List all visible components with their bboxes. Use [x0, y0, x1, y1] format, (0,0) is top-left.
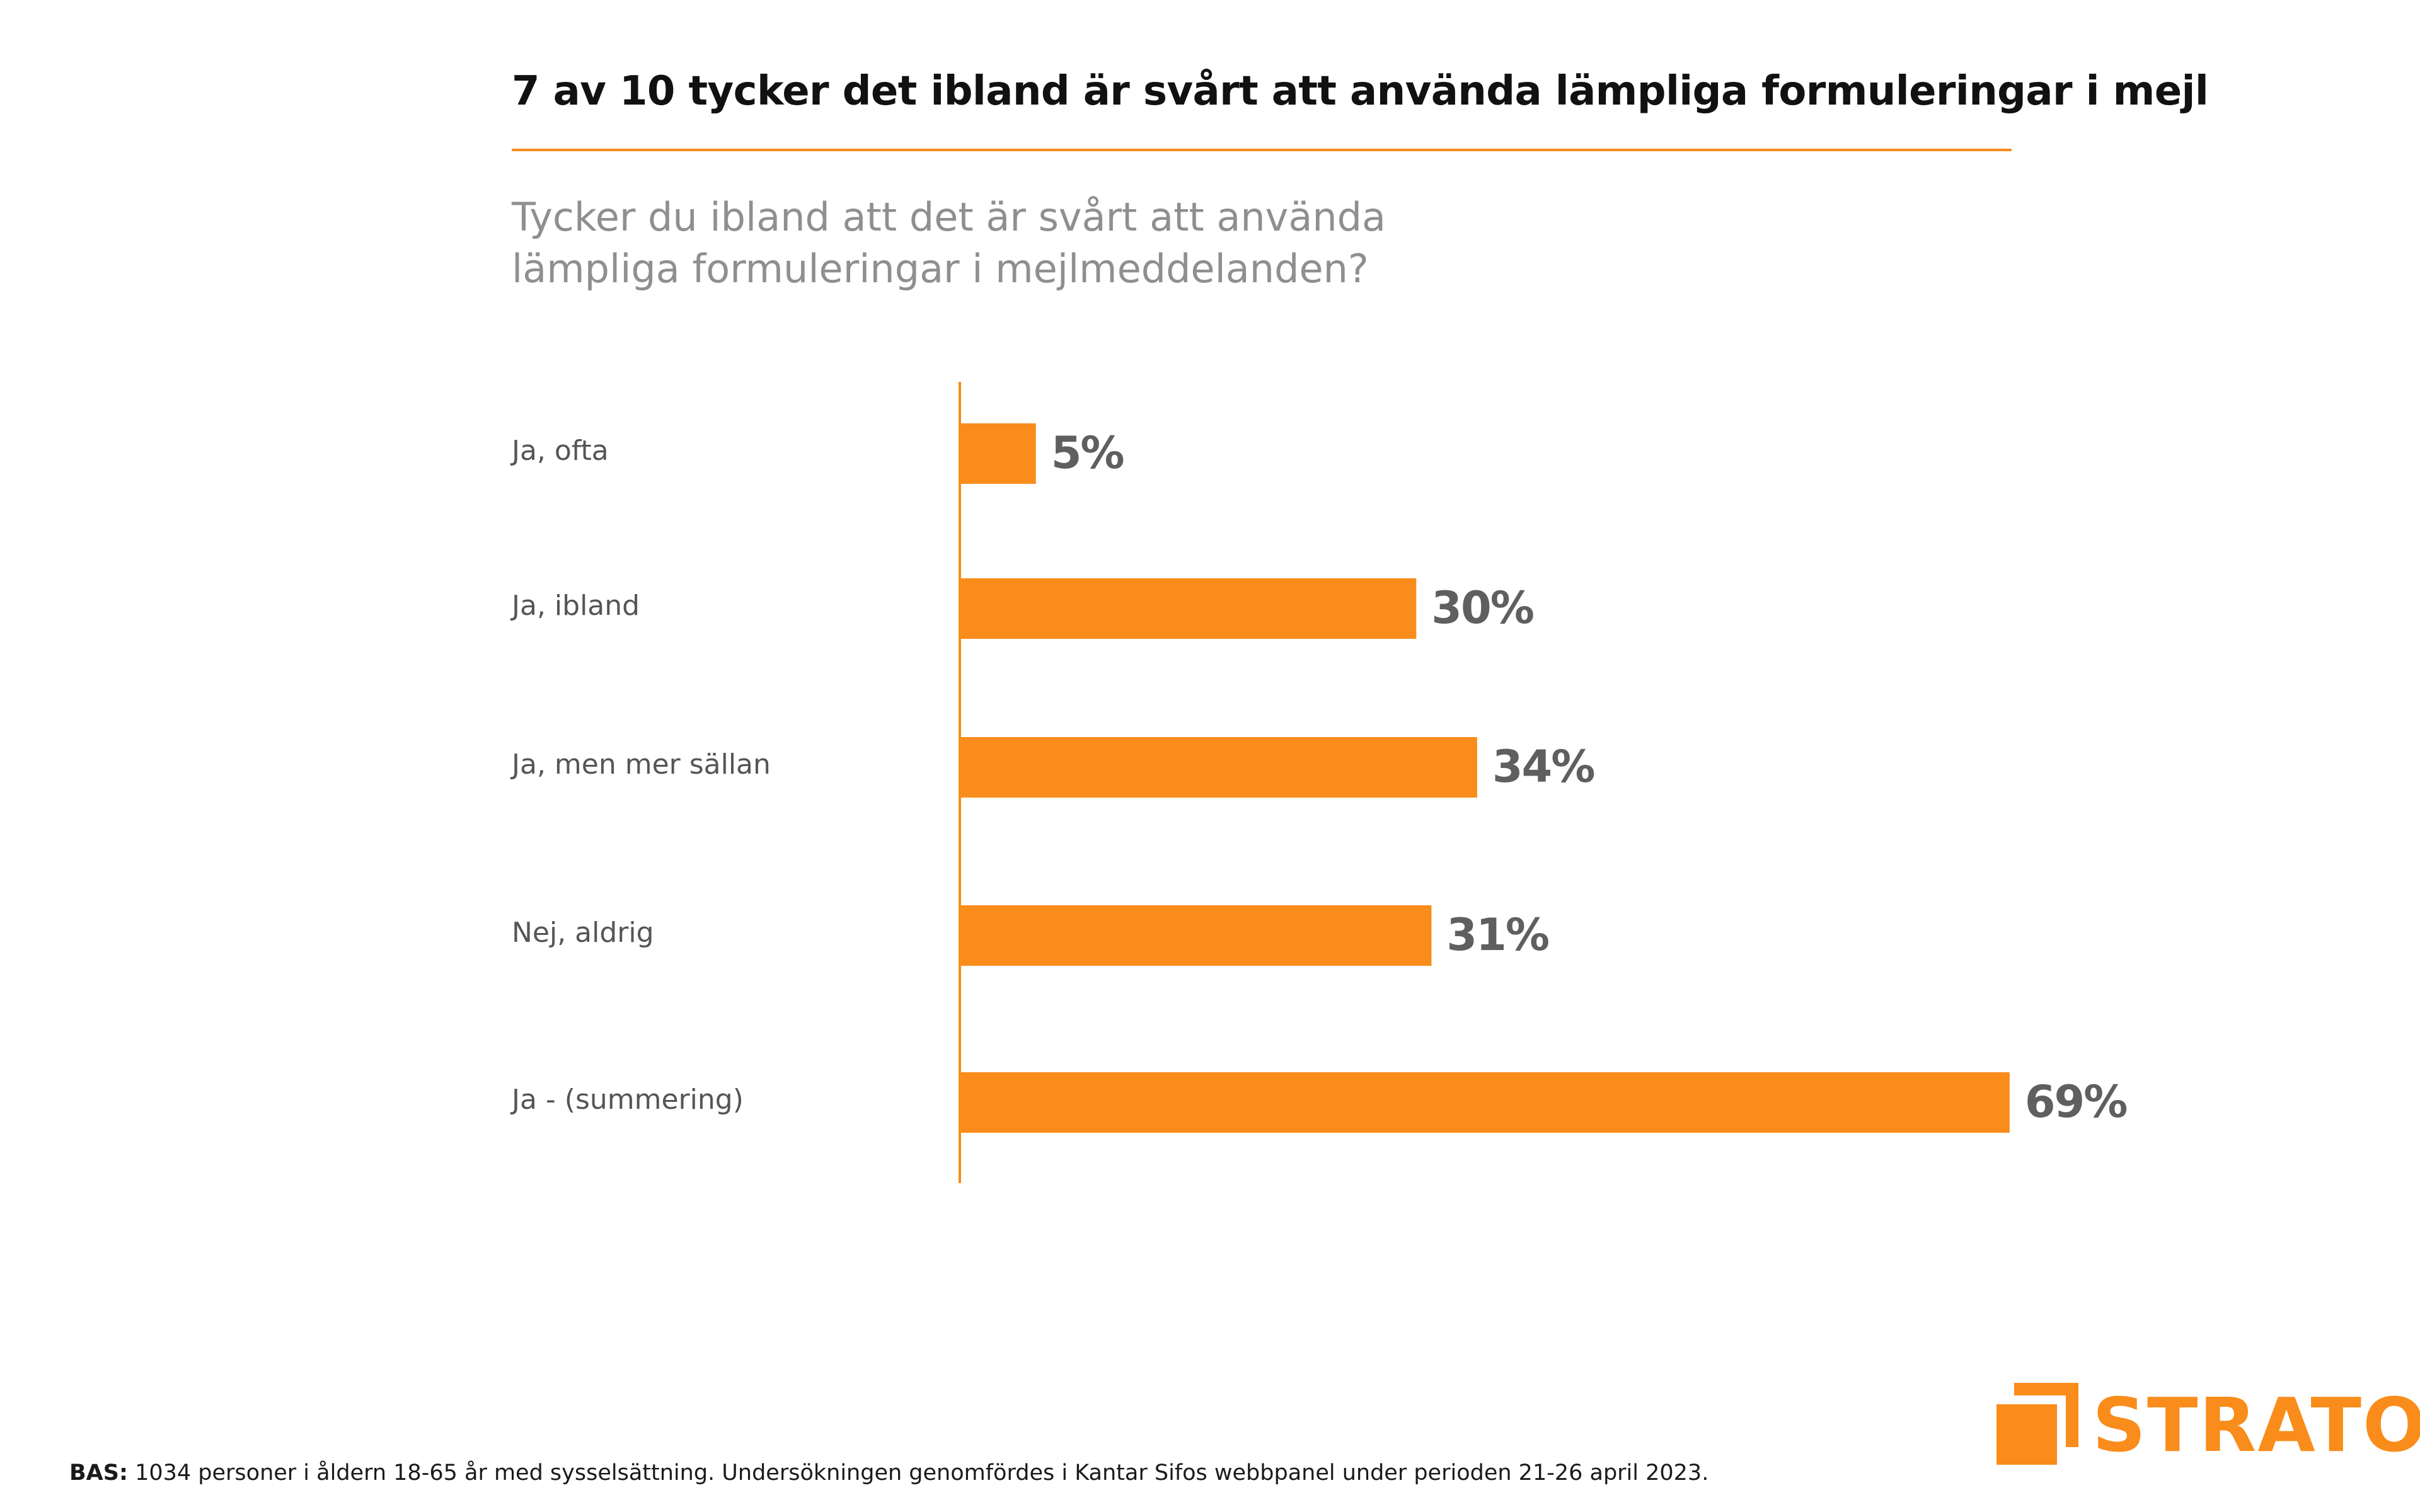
value-label: 31% — [1446, 909, 1548, 961]
category-label: Nej, aldrig — [512, 917, 654, 949]
footnote-label: BAS: — [69, 1460, 128, 1486]
chart-title: 7 av 10 tycker det ibland är svårt att a… — [512, 68, 2209, 115]
value-label: 34% — [1492, 741, 1594, 793]
bar — [960, 737, 1477, 798]
survey-question: Tycker du ibland att det är svårt att an… — [512, 192, 1583, 295]
footnote-text: 1034 personer i åldern 18-65 år med syss… — [127, 1460, 1709, 1486]
bar — [960, 423, 1036, 484]
title-divider — [512, 149, 2012, 151]
strato-logo-text: STRATO — [2092, 1382, 2420, 1469]
survey-question-line-2: lämpliga formuleringar i mejlmeddelanden… — [512, 246, 1369, 292]
value-label: 69% — [2025, 1076, 2127, 1128]
survey-question-line-1: Tycker du ibland att det är svårt att an… — [512, 194, 1386, 240]
category-label: Ja, ofta — [510, 435, 609, 467]
value-label: 5% — [1051, 427, 1124, 479]
bar — [960, 905, 1432, 966]
bar — [960, 578, 1417, 639]
strato-logo: STRATO — [1997, 1383, 2420, 1465]
category-label: Ja - (summering) — [510, 1084, 744, 1116]
bar — [960, 1072, 2010, 1133]
strato-logo-icon — [1997, 1383, 2078, 1465]
category-label: Ja, ibland — [510, 590, 640, 622]
category-label: Ja, men mer sällan — [510, 748, 771, 781]
value-label: 30% — [1431, 582, 1533, 634]
footnote: BAS: 1034 personer i åldern 18-65 år med… — [69, 1460, 1708, 1486]
